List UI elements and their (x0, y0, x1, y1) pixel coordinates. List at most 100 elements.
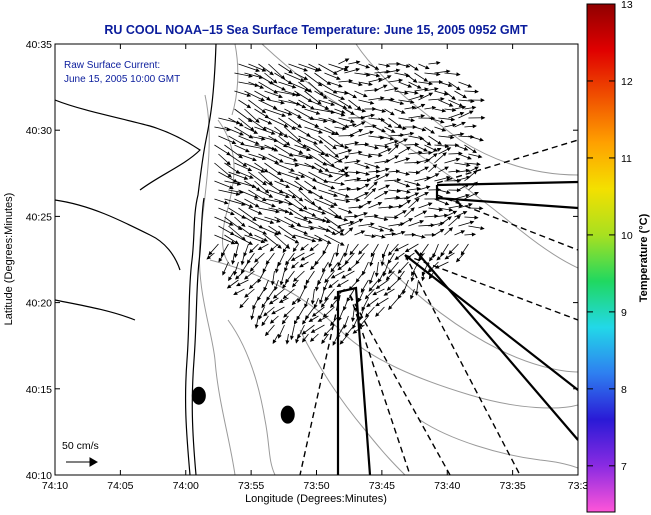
current-vector (283, 306, 295, 318)
current-vector (358, 183, 370, 191)
current-vector (414, 176, 431, 182)
current-vector (458, 183, 470, 191)
current-vector (314, 144, 330, 158)
current-vector (347, 261, 359, 272)
current-vector (308, 171, 329, 183)
current-vector (330, 270, 345, 279)
current-vector (278, 207, 294, 215)
colorbar (586, 3, 616, 513)
current-vector (274, 162, 295, 172)
current-vector (248, 171, 267, 186)
current-vector (268, 171, 285, 183)
current-vector (214, 144, 231, 156)
isobath-5 (299, 329, 406, 475)
current-vector (334, 171, 349, 182)
current-vector (438, 147, 452, 155)
current-vector (244, 90, 266, 102)
current-vector (304, 144, 326, 155)
current-vector (324, 72, 341, 80)
current-vector (404, 207, 415, 218)
current-vector (418, 202, 433, 209)
current-vector (434, 152, 447, 164)
current-vector (285, 252, 295, 266)
current-vector (368, 202, 383, 209)
current-vector (338, 207, 353, 214)
current-vector (368, 279, 379, 292)
current-vector (254, 198, 276, 208)
current-vector (238, 171, 254, 179)
current-vector (358, 81, 373, 87)
current-vector (424, 196, 441, 201)
current-vector (383, 288, 395, 296)
current-vector (374, 173, 390, 182)
current-vector (244, 144, 266, 151)
current-vector (411, 261, 419, 277)
current-vector (284, 261, 289, 272)
current-vector (454, 121, 466, 128)
current-vector (444, 107, 457, 112)
current-vector (428, 135, 442, 145)
current-vector (244, 126, 259, 134)
current-vector (308, 189, 324, 200)
current-vector (338, 186, 352, 191)
current-vector (238, 189, 259, 199)
current-vector (448, 111, 465, 119)
current-vector (365, 306, 375, 318)
current-vector (299, 261, 309, 268)
current-vector (368, 181, 378, 191)
current-vector (314, 90, 328, 99)
current-vector (248, 279, 259, 290)
current-vector (324, 270, 335, 284)
radial-2 (436, 194, 578, 251)
current-vector (314, 72, 332, 86)
current-vector (330, 261, 339, 273)
current-vector (428, 164, 438, 173)
current-vector (421, 270, 426, 282)
current-vector (448, 81, 461, 91)
boundary-east-upper (436, 180, 578, 187)
current-vector (358, 200, 372, 209)
y-axis-label: Latitude (Degrees:Minutes) (3, 193, 15, 326)
current-vector (294, 72, 309, 80)
current-vector (314, 279, 319, 292)
current-vector (228, 270, 235, 282)
radial-6 (299, 294, 341, 475)
current-vector (424, 105, 437, 110)
radar-sites (191, 386, 295, 424)
current-vector (235, 270, 245, 280)
current-vector (298, 171, 317, 182)
current-vector (410, 288, 415, 300)
current-vector (448, 243, 459, 255)
current-vector (428, 270, 435, 280)
current-vector (334, 229, 345, 236)
current-vector (248, 81, 265, 89)
current-vector (368, 153, 383, 158)
current-vector (314, 252, 325, 266)
current-vector (354, 108, 367, 113)
y-axis-ticks: 40:35 40:30 40:25 40:20 40:15 40:10 (26, 39, 578, 482)
current-vector (238, 81, 260, 88)
current-vector (460, 243, 469, 256)
current-vector (375, 279, 389, 290)
current-vector (318, 99, 336, 106)
current-vector (436, 252, 445, 261)
radar-boundary-lines (336, 180, 578, 475)
current-vector (384, 68, 401, 74)
current-vector (284, 162, 300, 167)
boundary-south (336, 286, 372, 475)
current-vector (254, 126, 276, 135)
current-vector (304, 234, 323, 242)
current-vector (238, 63, 261, 72)
current-vector (244, 234, 266, 244)
current-vector (394, 138, 408, 146)
y-tick-label: 40:25 (26, 211, 52, 223)
chart-title: RU COOL NOAA–15 Sea Surface Temperature:… (104, 23, 528, 37)
current-vector (358, 171, 370, 176)
current-vector (382, 261, 389, 277)
current-vector (254, 162, 269, 173)
current-vector (324, 198, 338, 206)
current-vector (434, 108, 447, 113)
current-vector (344, 197, 361, 202)
current-vector (344, 90, 358, 99)
current-vector (324, 108, 346, 117)
